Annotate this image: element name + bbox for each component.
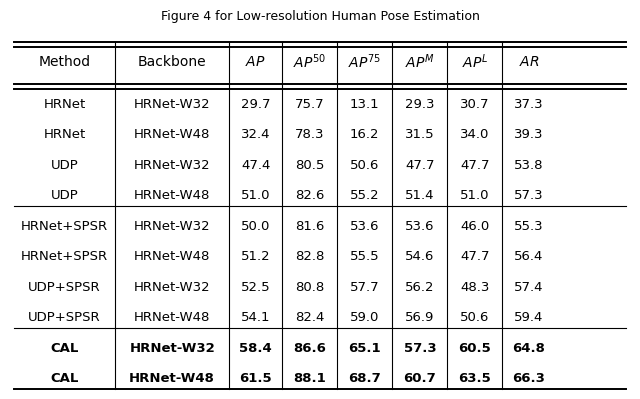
Text: 29.3: 29.3 [405,98,435,111]
Text: 82.8: 82.8 [295,250,324,263]
Text: Figure 4 for Low-resolution Human Pose Estimation: Figure 4 for Low-resolution Human Pose E… [161,10,479,23]
Text: 32.4: 32.4 [241,128,271,141]
Text: 51.2: 51.2 [241,250,271,263]
Text: HRNet-W32: HRNet-W32 [129,342,215,355]
Text: 61.5: 61.5 [239,372,272,385]
Text: CAL: CAL [51,342,79,355]
Text: 58.4: 58.4 [239,342,272,355]
Text: 78.3: 78.3 [295,128,324,141]
Text: 34.0: 34.0 [460,128,490,141]
Text: 80.8: 80.8 [295,281,324,294]
Text: 80.5: 80.5 [295,159,324,172]
Text: 57.7: 57.7 [350,281,380,294]
Text: HRNet-W48: HRNet-W48 [134,250,211,263]
Text: HRNet+SPSR: HRNet+SPSR [21,250,108,263]
Text: HRNet-W32: HRNet-W32 [134,159,211,172]
Text: 47.4: 47.4 [241,159,270,172]
Text: 63.5: 63.5 [458,372,492,385]
Text: 59.4: 59.4 [515,311,543,324]
Text: 81.6: 81.6 [295,220,324,233]
Text: 51.0: 51.0 [241,189,271,202]
Text: 50.0: 50.0 [241,220,270,233]
Text: 82.6: 82.6 [295,189,324,202]
Text: HRNet: HRNet [44,98,86,111]
Text: 51.0: 51.0 [460,189,490,202]
Text: 48.3: 48.3 [460,281,490,294]
Text: 65.1: 65.1 [349,342,381,355]
Text: 53.8: 53.8 [514,159,544,172]
Text: $AP^{50}$: $AP^{50}$ [293,52,326,71]
Text: Backbone: Backbone [138,55,207,69]
Text: HRNet+SPSR: HRNet+SPSR [21,220,108,233]
Text: 60.5: 60.5 [458,342,492,355]
Text: HRNet-W32: HRNet-W32 [134,220,211,233]
Text: 46.0: 46.0 [460,220,490,233]
Text: $AR$: $AR$ [518,55,540,69]
Text: 52.5: 52.5 [241,281,271,294]
Text: 55.2: 55.2 [350,189,380,202]
Text: HRNet-W48: HRNet-W48 [134,311,211,324]
Text: 47.7: 47.7 [460,159,490,172]
Text: 75.7: 75.7 [295,98,324,111]
Text: 57.4: 57.4 [514,281,544,294]
Text: 86.6: 86.6 [293,342,326,355]
Text: UDP+SPSR: UDP+SPSR [28,311,101,324]
Text: CAL: CAL [51,372,79,385]
Text: 53.6: 53.6 [350,220,380,233]
Text: HRNet-W32: HRNet-W32 [134,281,211,294]
Text: 64.8: 64.8 [513,342,545,355]
Text: 59.0: 59.0 [350,311,380,324]
Text: $AP^{75}$: $AP^{75}$ [348,52,381,71]
Text: 57.3: 57.3 [404,342,436,355]
Text: 16.2: 16.2 [350,128,380,141]
Text: 50.6: 50.6 [460,311,490,324]
Text: HRNet-W48: HRNet-W48 [134,128,211,141]
Text: 37.3: 37.3 [514,98,544,111]
Text: HRNet-W32: HRNet-W32 [134,98,211,111]
Text: 13.1: 13.1 [350,98,380,111]
Text: 54.6: 54.6 [405,250,435,263]
Text: $AP$: $AP$ [245,55,266,69]
Text: 53.6: 53.6 [405,220,435,233]
Text: 60.7: 60.7 [403,372,436,385]
Text: 31.5: 31.5 [405,128,435,141]
Text: UDP: UDP [51,159,79,172]
Text: 68.7: 68.7 [348,372,381,385]
Text: 56.9: 56.9 [405,311,435,324]
Text: 50.6: 50.6 [350,159,380,172]
Text: 55.5: 55.5 [350,250,380,263]
Text: 56.2: 56.2 [405,281,435,294]
Text: 66.3: 66.3 [513,372,545,385]
Text: UDP: UDP [51,189,79,202]
Text: 39.3: 39.3 [514,128,544,141]
Text: HRNet-W48: HRNet-W48 [134,189,211,202]
Text: 57.3: 57.3 [514,189,544,202]
Text: 47.7: 47.7 [405,159,435,172]
Text: $AP^L$: $AP^L$ [461,52,488,71]
Text: UDP+SPSR: UDP+SPSR [28,281,101,294]
Text: 29.7: 29.7 [241,98,271,111]
Text: 56.4: 56.4 [515,250,543,263]
Text: 88.1: 88.1 [293,372,326,385]
Text: 54.1: 54.1 [241,311,271,324]
Text: HRNet-W48: HRNet-W48 [129,372,215,385]
Text: Method: Method [38,55,91,69]
Text: 30.7: 30.7 [460,98,490,111]
Text: HRNet: HRNet [44,128,86,141]
Text: 82.4: 82.4 [295,311,324,324]
Text: 47.7: 47.7 [460,250,490,263]
Text: 55.3: 55.3 [514,220,544,233]
Text: $AP^M$: $AP^M$ [405,52,435,71]
Text: 51.4: 51.4 [405,189,435,202]
